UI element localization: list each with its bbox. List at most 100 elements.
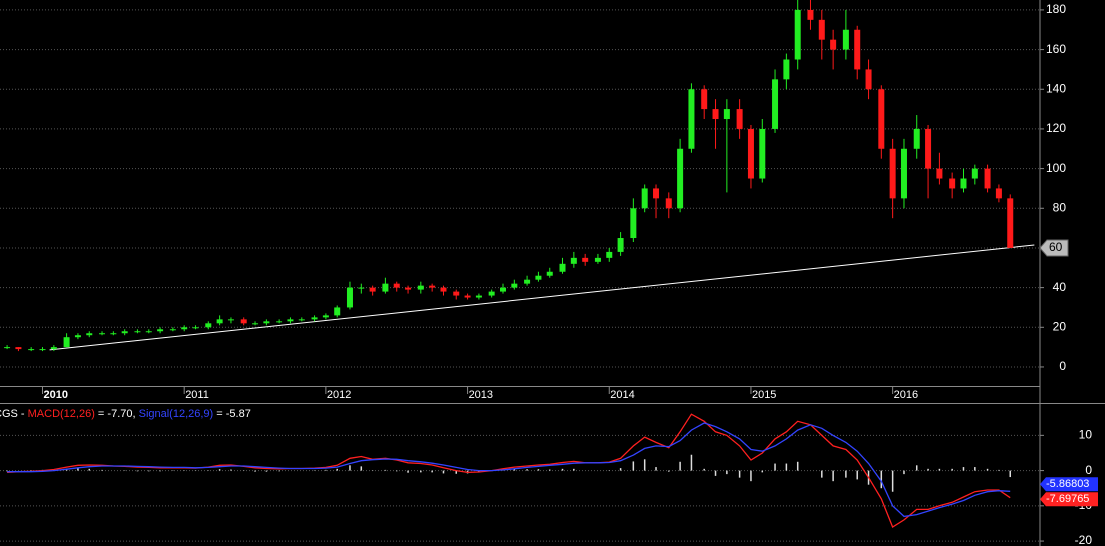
y-tick-label: 180 bbox=[1046, 2, 1066, 16]
candle-body bbox=[157, 329, 164, 332]
candle-body bbox=[181, 327, 188, 330]
candle-body bbox=[865, 69, 872, 90]
candle-body bbox=[358, 287, 365, 289]
candle-body bbox=[121, 331, 128, 334]
candle-body bbox=[169, 329, 176, 331]
candle-body bbox=[971, 168, 978, 179]
candle-body bbox=[205, 323, 212, 328]
value-tag-label: -5.86803 bbox=[1046, 478, 1089, 490]
candle-body bbox=[617, 238, 624, 252]
y-tick-label: 100 bbox=[1046, 161, 1066, 175]
x-tick-label: 2010 bbox=[44, 389, 68, 401]
candle-body bbox=[240, 319, 247, 324]
candle-body bbox=[653, 188, 660, 199]
legend-segment: = -5.87 bbox=[213, 408, 251, 420]
candle-body bbox=[86, 333, 93, 336]
legend-segment: = -7.70, bbox=[95, 408, 139, 420]
candle-body bbox=[594, 257, 601, 262]
candle-body bbox=[464, 295, 471, 298]
candle-body bbox=[263, 321, 270, 324]
candle-body bbox=[783, 59, 790, 80]
value-tag-label: -7.69765 bbox=[1046, 493, 1089, 505]
candle-body bbox=[665, 198, 672, 209]
y-tick-label: 120 bbox=[1046, 121, 1066, 135]
candle-body bbox=[949, 178, 956, 189]
candle-body bbox=[794, 9, 801, 60]
price-tag-label: 60 bbox=[1049, 240, 1063, 254]
candle-body bbox=[830, 39, 837, 50]
candle-body bbox=[889, 148, 896, 199]
candle-body bbox=[818, 19, 825, 40]
candle-body bbox=[453, 291, 460, 296]
candle-body bbox=[417, 285, 424, 290]
candle-body bbox=[984, 168, 991, 189]
candle-body bbox=[440, 287, 447, 292]
candle-body bbox=[298, 319, 305, 321]
candle-body bbox=[276, 321, 283, 323]
candle-body bbox=[50, 347, 57, 350]
candle-body bbox=[405, 287, 412, 290]
candle-body bbox=[641, 188, 648, 209]
candle-body bbox=[759, 128, 766, 179]
candle-body bbox=[4, 347, 11, 349]
candle-body bbox=[15, 347, 22, 350]
candle-body bbox=[99, 333, 106, 335]
candle-body bbox=[995, 188, 1002, 199]
y-tick-label: 10 bbox=[1079, 428, 1093, 442]
candle-body bbox=[134, 331, 141, 333]
candle-body bbox=[110, 333, 117, 335]
y-tick-label: 160 bbox=[1046, 42, 1066, 56]
candle-body bbox=[499, 287, 506, 292]
legend-segment: Signal(12,26,9) bbox=[139, 408, 214, 420]
candle-body bbox=[511, 283, 518, 288]
candle-body bbox=[346, 287, 353, 308]
y-tick-label: 20 bbox=[1053, 319, 1067, 333]
candle-body bbox=[546, 271, 553, 276]
candle-body bbox=[772, 79, 779, 129]
x-tick-label: 2011 bbox=[185, 389, 209, 401]
y-tick-label: -20 bbox=[1075, 533, 1093, 546]
candle-body bbox=[712, 109, 719, 120]
candle-body bbox=[311, 317, 318, 320]
candle-body bbox=[216, 319, 223, 324]
y-tick-label: 0 bbox=[1085, 463, 1092, 477]
candle-body bbox=[925, 128, 932, 169]
candle-body bbox=[842, 29, 849, 50]
candle-body bbox=[475, 295, 482, 298]
legend-segment: CGS - bbox=[0, 408, 28, 420]
candle-body bbox=[630, 208, 637, 239]
price-tag bbox=[1039, 239, 1069, 257]
candle-body bbox=[369, 287, 376, 292]
candle-body bbox=[900, 148, 907, 199]
candle-body bbox=[322, 315, 329, 318]
candle-body bbox=[854, 29, 861, 70]
candle-body bbox=[936, 168, 943, 179]
candle-body bbox=[192, 327, 199, 329]
candle-body bbox=[334, 307, 341, 316]
candle-body bbox=[535, 275, 542, 280]
candle-body bbox=[701, 89, 708, 110]
indicator-legend: CGS - MACD(12,26) = -7.70, Signal(12,26,… bbox=[0, 408, 251, 420]
candle-body bbox=[63, 337, 70, 348]
x-tick-label: 2014 bbox=[610, 389, 634, 401]
candle-body bbox=[736, 109, 743, 129]
candle-body bbox=[287, 319, 294, 322]
x-tick-label: 2016 bbox=[894, 389, 918, 401]
x-tick-label: 2015 bbox=[752, 389, 776, 401]
x-tick-label: 2013 bbox=[469, 389, 493, 401]
value-tag bbox=[1040, 492, 1098, 507]
candle-body bbox=[913, 128, 920, 149]
candle-body bbox=[723, 109, 730, 120]
legend-segment: MACD(12,26) bbox=[28, 408, 95, 420]
indicator-line bbox=[7, 422, 1011, 518]
candle-body bbox=[382, 283, 389, 292]
candle-body bbox=[582, 257, 589, 262]
candle-body bbox=[960, 178, 967, 189]
candle-body bbox=[74, 335, 81, 338]
candle-body bbox=[145, 331, 152, 333]
candle-body bbox=[688, 89, 695, 149]
candle-body bbox=[1007, 198, 1014, 248]
candle-body bbox=[747, 128, 754, 179]
